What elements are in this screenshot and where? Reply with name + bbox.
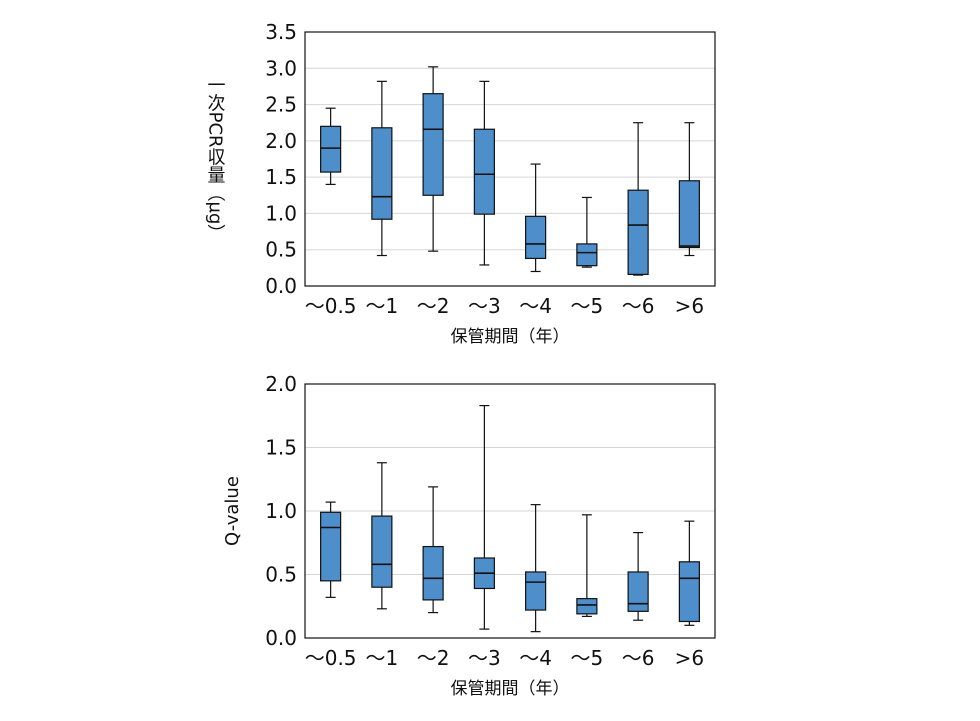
x-tick-label: 〜4 — [519, 294, 552, 318]
y-tick-label: 0.0 — [265, 274, 297, 298]
box-3 — [473, 80, 495, 266]
x-tick-label: 〜6 — [622, 294, 655, 318]
iqr-box — [473, 128, 495, 215]
x-tick-label: 〜3 — [468, 646, 501, 670]
x-tick-label: 〜0.5 — [305, 294, 357, 318]
box-3 — [473, 404, 495, 630]
x-tick-label: 〜0.5 — [305, 646, 357, 670]
box-2 — [422, 66, 444, 252]
box-1 — [371, 80, 393, 257]
box-7 — [678, 122, 700, 257]
box-4 — [525, 504, 547, 633]
box-5 — [576, 196, 598, 268]
x-tick-label: 〜6 — [622, 646, 655, 670]
x-axis-label: 保管期間（年） — [451, 679, 570, 699]
y-tick-label: 3.0 — [265, 56, 297, 80]
y-tick-label: 0.5 — [265, 238, 297, 262]
iqr-box — [627, 189, 649, 275]
x-tick-label: 〜1 — [366, 646, 399, 670]
iqr-box — [525, 571, 547, 611]
iqr-box — [678, 180, 700, 249]
x-tick-label: 〜3 — [468, 294, 501, 318]
y-tick-label: 0.0 — [265, 626, 297, 650]
y-tick-label: 2.0 — [265, 372, 297, 396]
x-tick-label: 〜1 — [366, 294, 399, 318]
iqr-box — [576, 598, 598, 615]
box-0 — [320, 501, 342, 598]
y-tick-label: 2.5 — [265, 93, 297, 117]
iqr-box — [525, 215, 547, 260]
x-tick-label: 〜2 — [417, 294, 450, 318]
iqr-box — [320, 511, 342, 582]
box-2 — [422, 486, 444, 614]
x-tick-label: >6 — [675, 646, 704, 670]
y-tick-label: 1.5 — [265, 165, 297, 189]
box-1 — [371, 462, 393, 610]
y-tick-label: 1.0 — [265, 499, 297, 523]
y-axis-label: Q-value — [222, 476, 243, 546]
y-tick-label: 0.5 — [265, 563, 297, 587]
yield-boxplot-chart: 0.0 0.5 1.0 1.5 2.0 2.5 3.0 3.5 〜0.5 〜1 〜2 〜3 〜4 〜5 〜6… — [205, 20, 716, 347]
y-tick-label: 2.0 — [265, 129, 297, 153]
x-tick-label: 〜2 — [417, 646, 450, 670]
y-tick-label: 1.0 — [265, 201, 297, 225]
plot-frame — [304, 383, 716, 639]
iqr-box — [678, 561, 700, 623]
iqr-box — [371, 515, 393, 588]
x-tick-label: 〜5 — [571, 646, 604, 670]
box-6 — [627, 122, 649, 276]
q-value-boxplot-chart: 0.0 0.5 1.0 1.5 2.0 〜0.5 〜1 〜2 〜3 〜4 〜5 〜6 >6 保管期間（年）… — [222, 372, 716, 699]
box-0 — [320, 107, 342, 185]
y-axis-label: 一次PCR収量（μg） — [205, 76, 226, 243]
iqr-box — [371, 127, 393, 220]
plot-frame — [304, 31, 716, 287]
x-axis-label: 保管期間（年） — [451, 327, 570, 347]
iqr-box — [320, 125, 342, 173]
x-tick-label: 〜5 — [571, 294, 604, 318]
iqr-box — [422, 93, 444, 196]
box-5 — [576, 514, 598, 618]
box-7 — [678, 520, 700, 626]
y-tick-label: 1.5 — [265, 436, 297, 460]
box-4 — [525, 163, 547, 273]
iqr-box — [576, 243, 598, 267]
iqr-box — [627, 571, 649, 612]
y-tick-label: 3.5 — [265, 20, 297, 44]
box-6 — [627, 531, 649, 621]
x-tick-label: >6 — [675, 294, 704, 318]
iqr-box — [422, 545, 444, 601]
x-tick-label: 〜4 — [519, 646, 552, 670]
